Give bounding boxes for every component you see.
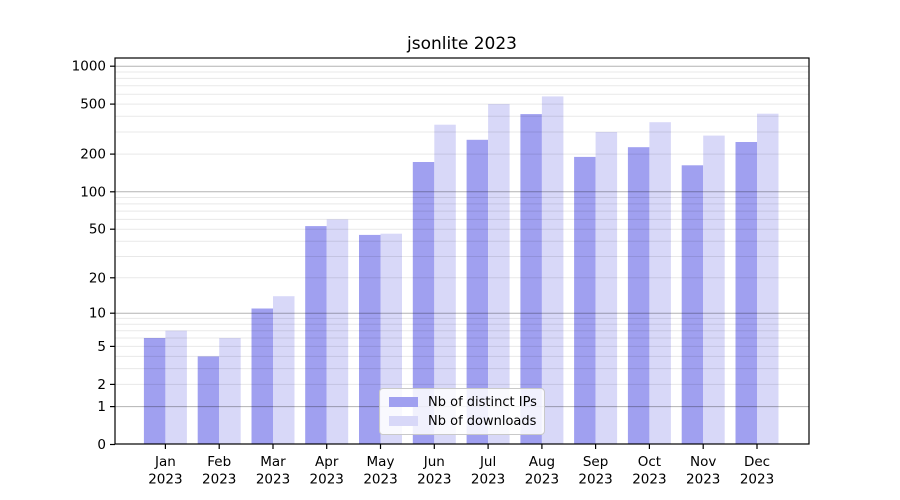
x-tick-label-year: 2023 <box>525 472 559 488</box>
x-tick-label-year: 2023 <box>148 472 182 488</box>
bar-jul-distinct-ips <box>466 139 489 445</box>
bar-oct-downloads <box>649 122 671 444</box>
legend-label-distinct-ips: Nb of distinct IPs <box>428 394 537 410</box>
x-tick-label-year: 2023 <box>310 472 344 488</box>
bar-oct-distinct-ips <box>627 147 650 444</box>
x-tick-label-year: 2023 <box>202 472 236 488</box>
x-tick-label-month: Feb <box>207 454 231 470</box>
y-tick-label: 5 <box>97 339 106 355</box>
x-tick-label-month: May <box>367 454 395 470</box>
bar-feb-downloads <box>219 338 241 444</box>
x-tick-label-year: 2023 <box>686 472 720 488</box>
legend-label-downloads: Nb of downloads <box>428 413 537 429</box>
y-tick-label: 200 <box>80 147 106 163</box>
bar-dec-downloads <box>757 113 779 444</box>
bar-apr-distinct-ips <box>305 226 327 444</box>
x-tick-label-month: Aug <box>529 454 555 470</box>
x-tick-label-month: Mar <box>260 454 286 470</box>
x-tick-label-year: 2023 <box>471 472 505 488</box>
bar-jan-distinct-ips <box>143 338 166 444</box>
bar-may-distinct-ips <box>359 234 381 444</box>
bar-sep-downloads <box>595 132 618 444</box>
bar-jun-downloads <box>434 124 456 444</box>
x-tick-label-year: 2023 <box>417 472 451 488</box>
x-tick-label-year: 2023 <box>256 472 290 488</box>
x-tick-label-year: 2023 <box>363 472 397 488</box>
y-tick-label: 500 <box>80 97 106 113</box>
legend-item-distinct-ips: Nb of distinct IPs <box>380 395 544 410</box>
bar-aug-downloads <box>541 96 564 445</box>
bar-jan-downloads <box>165 330 187 444</box>
x-tick-label-month: Nov <box>690 454 716 470</box>
x-tick-label-month: Dec <box>744 454 770 470</box>
bar-mar-downloads <box>273 296 295 444</box>
legend-swatch-distinct-ips-icon <box>389 397 418 407</box>
legend: Nb of distinct IPs Nb of downloads <box>379 388 545 435</box>
bar-nov-distinct-ips <box>681 165 704 445</box>
legend-item-downloads: Nb of downloads <box>380 414 544 429</box>
y-tick-label: 50 <box>89 222 106 238</box>
bar-apr-downloads <box>326 219 349 444</box>
bar-jun-distinct-ips <box>412 162 435 444</box>
bar-feb-distinct-ips <box>197 356 220 444</box>
x-tick-label-month: Apr <box>315 454 339 470</box>
bar-dec-distinct-ips <box>735 142 757 444</box>
bar-aug-distinct-ips <box>520 114 542 444</box>
x-tick-label-year: 2023 <box>632 472 666 488</box>
y-tick-label: 1 <box>97 399 106 415</box>
x-tick-label-month: Jun <box>423 454 445 470</box>
y-tick-label: 10 <box>89 306 106 322</box>
x-tick-label-year: 2023 <box>740 472 774 488</box>
y-tick-label: 2 <box>97 377 106 393</box>
bar-sep-distinct-ips <box>574 156 596 444</box>
legend-swatch-downloads-icon <box>389 416 418 426</box>
x-tick-label-month: Jul <box>479 454 496 470</box>
x-tick-label-month: Jan <box>154 454 176 470</box>
bar-nov-downloads <box>703 135 725 444</box>
bar-jul-downloads <box>488 104 510 444</box>
plot-border <box>114 57 810 445</box>
x-tick-label-month: Sep <box>583 454 608 470</box>
chart-title: jsonlite 2023 <box>407 34 517 54</box>
y-tick-label: 0 <box>97 437 106 453</box>
bar-mar-distinct-ips <box>251 308 273 444</box>
y-tick-label: 1000 <box>72 59 106 75</box>
x-tick-label-month: Oct <box>638 454 661 470</box>
x-tick-label-year: 2023 <box>578 472 612 488</box>
y-tick-label: 100 <box>80 184 106 200</box>
y-tick-label: 20 <box>89 270 106 286</box>
